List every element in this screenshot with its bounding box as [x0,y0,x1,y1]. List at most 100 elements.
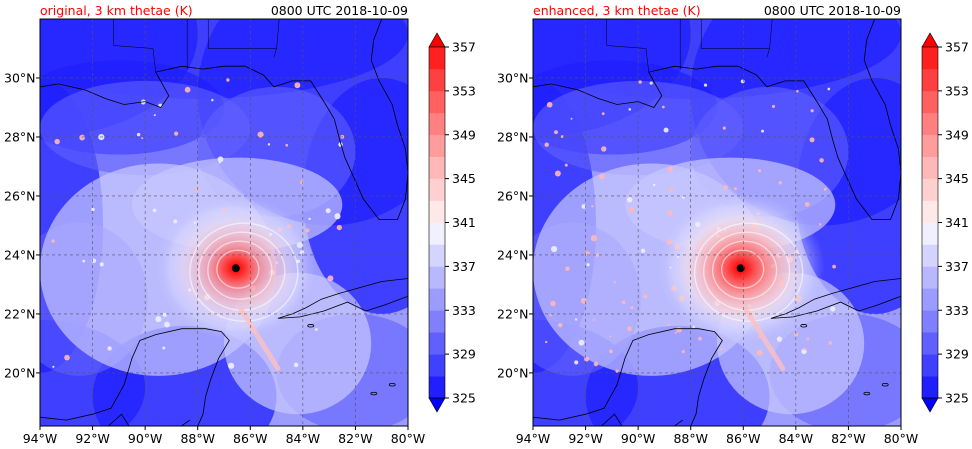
lat-tick-label: 22°N [4,306,36,321]
lon-tick-label: 86°W [233,431,268,446]
lat-tick-label: 26°N [4,188,36,203]
colorbar-extend-min [428,397,446,413]
colorbar-tick-label: 349 [452,127,476,142]
colorbar-extend-max [428,32,446,48]
map-frame [532,18,902,427]
lon-tick-label: 92°W [75,431,110,446]
colorbar-segment [429,112,445,136]
lon-tick-label: 90°W [128,431,163,446]
map-panel-original: original, 3 km thetae (K) 0800 UTC 2018-… [4,3,476,446]
colorbar-tick-label: 345 [452,171,476,186]
storm-center-marker [231,264,240,273]
gridlines [40,19,408,426]
lon-tick-label: 82°W [831,431,866,446]
lon-tick-label: 80°W [391,431,426,446]
colorbar-tick-label: 357 [452,40,476,55]
colorbar-segment [429,200,445,223]
colorbar-segment [922,222,938,245]
colorbar-segment [922,134,938,157]
colorbar-tick-label: 353 [452,83,476,98]
lon-tick-label: 88°W [180,431,215,446]
colorbar-segment [922,90,938,114]
colorbar-tick-label: 325 [452,391,476,406]
panel-title-right: 0800 UTC 2018-10-09 [764,3,901,18]
colorbar-tick-label: 333 [452,303,476,318]
lon-tick-label: 94°W [516,431,551,446]
colorbar-extend-min [921,397,939,413]
colorbar-tick-label: 349 [945,127,969,142]
colorbar-segment [429,244,445,267]
map-panel-enhanced: enhanced, 3 km thetae (K) 0800 UTC 2018-… [497,3,969,446]
thetae-field [533,19,901,426]
lat-tick-label: 26°N [497,188,529,203]
lat-tick-label: 24°N [497,247,529,262]
colorbar-tick-label: 341 [945,215,969,230]
colorbar-segment [922,310,938,333]
lat-tick-label: 28°N [4,129,36,144]
colorbar-tick-label: 337 [945,259,969,274]
panel-title-left: enhanced, 3 km thetae (K) [533,3,701,18]
colorbar-segment [429,266,445,289]
colorbar-segment [922,68,938,92]
colorbar-tick-label: 345 [945,171,969,186]
colorbar: 325 329 333 337 341 345 349 353 357 [921,32,969,413]
colorbar-segment [922,200,938,223]
colorbar-tick-label: 333 [945,303,969,318]
colorbar-tick-label: 337 [452,259,476,274]
colorbar-segment [922,244,938,267]
colorbar-segment [922,288,938,311]
colorbar-segment [429,90,445,114]
colorbar-segment [922,178,938,201]
colorbar-segment [429,178,445,201]
colorbar-segment [922,266,938,289]
colorbar-segment [922,156,938,179]
colorbar-segment [922,332,938,355]
map-frame [39,18,409,427]
lon-tick-label: 84°W [286,431,321,446]
lon-tick-label: 94°W [23,431,58,446]
lat-tick-label: 24°N [4,247,36,262]
colorbar-segment [429,47,445,70]
lat-tick-label: 30°N [497,70,529,85]
lat-tick-label: 22°N [497,306,529,321]
colorbar-tick-label: 329 [452,347,476,362]
lat-tick-label: 20°N [4,365,36,380]
colorbar-segment [922,376,938,399]
colorbar-tick-label: 325 [945,391,969,406]
colorbar-segment [429,156,445,179]
lon-tick-label: 82°W [338,431,373,446]
coastlines [40,19,408,426]
colorbar-segment [429,332,445,355]
colorbar-segment [922,47,938,70]
colorbar: 325 329 333 337 341 345 349 353 357 [428,32,476,413]
panel-title-right: 0800 UTC 2018-10-09 [271,3,408,18]
lon-tick-label: 92°W [568,431,603,446]
colorbar-segment [429,68,445,92]
coastlines [533,19,901,426]
colorbar-segment [429,354,445,377]
colorbar-segment [429,376,445,399]
colorbar-segment [922,354,938,377]
colorbar-tick-label: 341 [452,215,476,230]
lon-tick-label: 88°W [673,431,708,446]
colorbar-segment [429,310,445,333]
colorbar-segment [429,134,445,157]
colorbar-segment [922,112,938,136]
lon-tick-label: 86°W [726,431,761,446]
colorbar-extend-max [921,32,939,48]
gridlines [533,19,901,426]
lat-tick-label: 28°N [497,129,529,144]
colorbar-tick-label: 353 [945,83,969,98]
lon-tick-label: 80°W [884,431,919,446]
lat-tick-label: 20°N [497,365,529,380]
lat-tick-label: 30°N [4,70,36,85]
colorbar-tick-label: 357 [945,40,969,55]
colorbar-segment [429,222,445,245]
storm-center-marker [736,264,745,273]
lon-tick-label: 84°W [779,431,814,446]
colorbar-segment [429,288,445,311]
thetae-field [40,19,408,426]
panel-title-left: original, 3 km thetae (K) [40,3,193,18]
